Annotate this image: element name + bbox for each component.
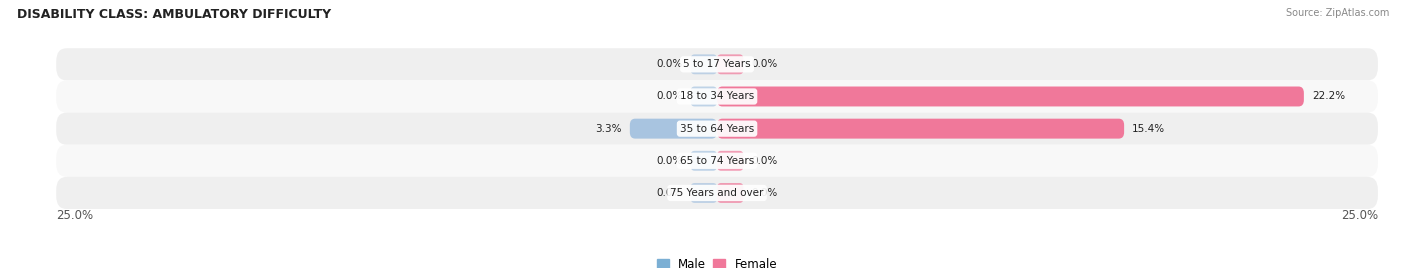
Text: 0.0%: 0.0%: [657, 91, 683, 102]
Text: 25.0%: 25.0%: [56, 209, 93, 222]
FancyBboxPatch shape: [56, 177, 1378, 209]
FancyBboxPatch shape: [690, 87, 717, 106]
FancyBboxPatch shape: [56, 113, 1378, 145]
Text: 0.0%: 0.0%: [751, 188, 778, 198]
FancyBboxPatch shape: [717, 151, 744, 171]
Text: 15.4%: 15.4%: [1132, 124, 1166, 134]
FancyBboxPatch shape: [690, 183, 717, 203]
Text: 0.0%: 0.0%: [657, 188, 683, 198]
Text: 75 Years and over: 75 Years and over: [671, 188, 763, 198]
Text: 3.3%: 3.3%: [595, 124, 621, 134]
FancyBboxPatch shape: [56, 145, 1378, 177]
Text: 18 to 34 Years: 18 to 34 Years: [681, 91, 754, 102]
Text: 0.0%: 0.0%: [751, 156, 778, 166]
FancyBboxPatch shape: [690, 54, 717, 74]
Text: Source: ZipAtlas.com: Source: ZipAtlas.com: [1285, 8, 1389, 18]
Text: 0.0%: 0.0%: [657, 156, 683, 166]
Text: 22.2%: 22.2%: [1312, 91, 1346, 102]
Text: 5 to 17 Years: 5 to 17 Years: [683, 59, 751, 69]
FancyBboxPatch shape: [717, 183, 744, 203]
Legend: Male, Female: Male, Female: [652, 253, 782, 268]
FancyBboxPatch shape: [717, 119, 1125, 139]
Text: 65 to 74 Years: 65 to 74 Years: [681, 156, 754, 166]
FancyBboxPatch shape: [56, 80, 1378, 113]
FancyBboxPatch shape: [717, 87, 1303, 106]
Text: DISABILITY CLASS: AMBULATORY DIFFICULTY: DISABILITY CLASS: AMBULATORY DIFFICULTY: [17, 8, 330, 21]
FancyBboxPatch shape: [690, 151, 717, 171]
FancyBboxPatch shape: [56, 48, 1378, 80]
Text: 0.0%: 0.0%: [751, 59, 778, 69]
Text: 0.0%: 0.0%: [657, 59, 683, 69]
FancyBboxPatch shape: [717, 54, 744, 74]
Text: 25.0%: 25.0%: [1341, 209, 1378, 222]
FancyBboxPatch shape: [630, 119, 717, 139]
Text: 35 to 64 Years: 35 to 64 Years: [681, 124, 754, 134]
